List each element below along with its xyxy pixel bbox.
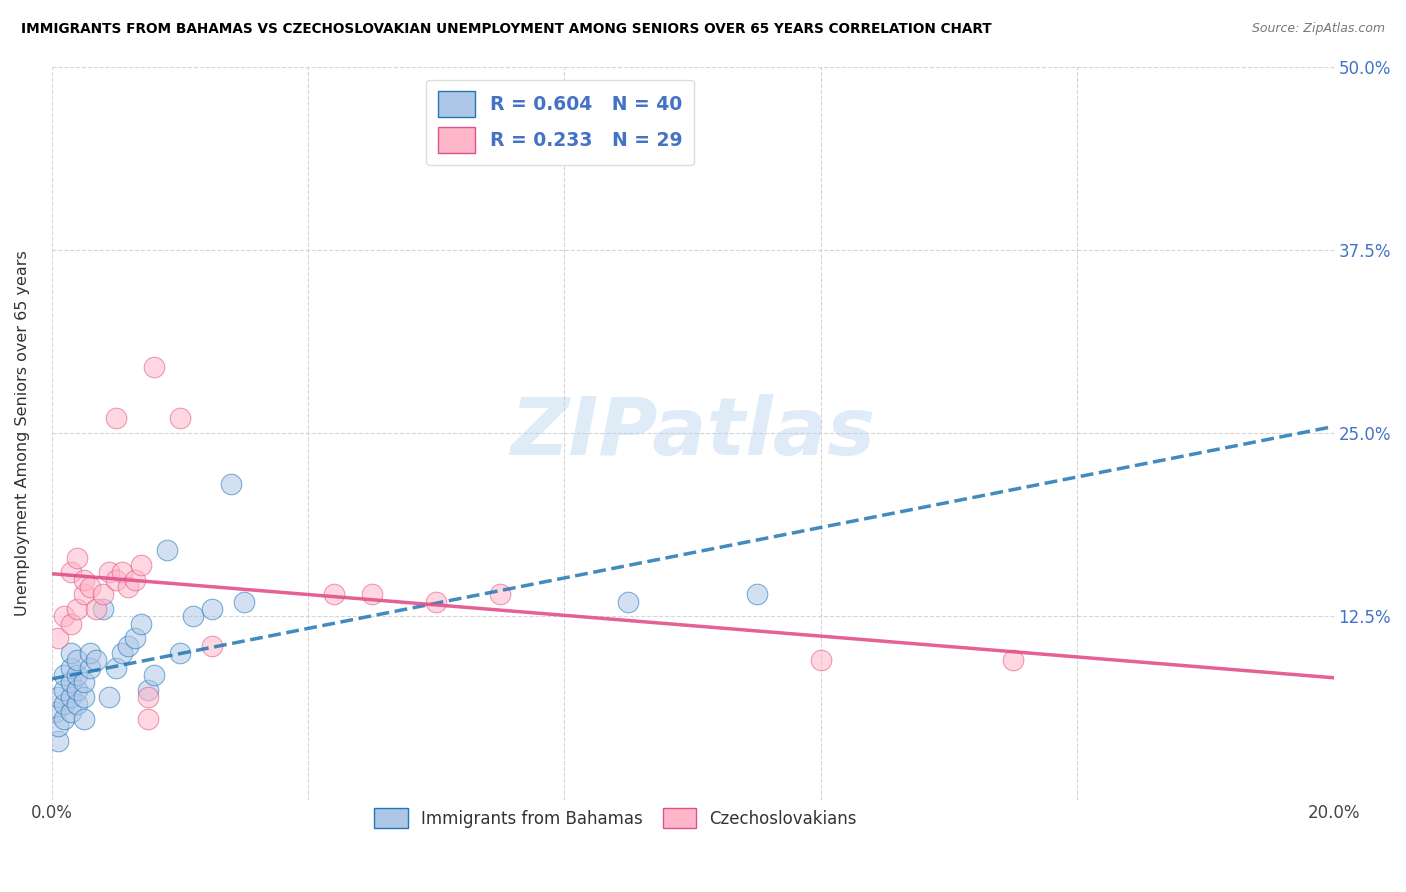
- Point: [1001, 653, 1024, 667]
- Point: [117, 580, 139, 594]
- Point: [59, 646, 82, 660]
- Point: [425, 594, 447, 608]
- Point: [59, 675, 82, 690]
- Point: [53, 712, 76, 726]
- Point: [129, 616, 152, 631]
- Point: [104, 573, 127, 587]
- Point: [44, 705, 66, 719]
- Point: [169, 646, 191, 660]
- Point: [79, 646, 101, 660]
- Legend: Immigrants from Bahamas, Czechoslovakians: Immigrants from Bahamas, Czechoslovakian…: [367, 802, 863, 835]
- Point: [143, 668, 166, 682]
- Point: [79, 580, 101, 594]
- Point: [111, 646, 134, 660]
- Point: [86, 653, 108, 667]
- Point: [72, 690, 94, 704]
- Point: [129, 558, 152, 572]
- Point: [66, 550, 89, 565]
- Point: [617, 594, 640, 608]
- Point: [124, 573, 146, 587]
- Point: [104, 411, 127, 425]
- Point: [66, 682, 89, 697]
- Point: [124, 632, 146, 646]
- Point: [201, 602, 224, 616]
- Point: [79, 660, 101, 674]
- Point: [86, 602, 108, 616]
- Point: [53, 698, 76, 712]
- Point: [59, 616, 82, 631]
- Point: [59, 660, 82, 674]
- Point: [810, 653, 832, 667]
- Point: [72, 712, 94, 726]
- Point: [98, 690, 121, 704]
- Point: [136, 712, 159, 726]
- Point: [46, 719, 69, 733]
- Point: [143, 360, 166, 375]
- Point: [745, 587, 768, 601]
- Point: [66, 602, 89, 616]
- Point: [72, 587, 94, 601]
- Point: [53, 668, 76, 682]
- Text: Source: ZipAtlas.com: Source: ZipAtlas.com: [1251, 22, 1385, 36]
- Y-axis label: Unemployment Among Seniors over 65 years: Unemployment Among Seniors over 65 years: [15, 250, 30, 616]
- Point: [201, 639, 224, 653]
- Point: [66, 698, 89, 712]
- Point: [232, 594, 254, 608]
- Point: [66, 668, 89, 682]
- Point: [104, 660, 127, 674]
- Point: [59, 566, 82, 580]
- Point: [46, 690, 69, 704]
- Point: [91, 602, 114, 616]
- Point: [111, 566, 134, 580]
- Point: [169, 411, 191, 425]
- Point: [156, 543, 179, 558]
- Text: ZIPatlas: ZIPatlas: [510, 394, 875, 472]
- Point: [181, 609, 204, 624]
- Point: [46, 734, 69, 748]
- Point: [53, 609, 76, 624]
- Point: [322, 587, 344, 601]
- Point: [53, 682, 76, 697]
- Point: [219, 477, 242, 491]
- Text: IMMIGRANTS FROM BAHAMAS VS CZECHOSLOVAKIAN UNEMPLOYMENT AMONG SENIORS OVER 65 YE: IMMIGRANTS FROM BAHAMAS VS CZECHOSLOVAKI…: [21, 22, 991, 37]
- Point: [72, 573, 94, 587]
- Point: [72, 675, 94, 690]
- Point: [361, 587, 384, 601]
- Point: [136, 682, 159, 697]
- Point: [66, 653, 89, 667]
- Point: [489, 587, 512, 601]
- Point: [98, 566, 121, 580]
- Point: [46, 632, 69, 646]
- Point: [91, 587, 114, 601]
- Point: [136, 690, 159, 704]
- Point: [59, 690, 82, 704]
- Point: [117, 639, 139, 653]
- Point: [59, 705, 82, 719]
